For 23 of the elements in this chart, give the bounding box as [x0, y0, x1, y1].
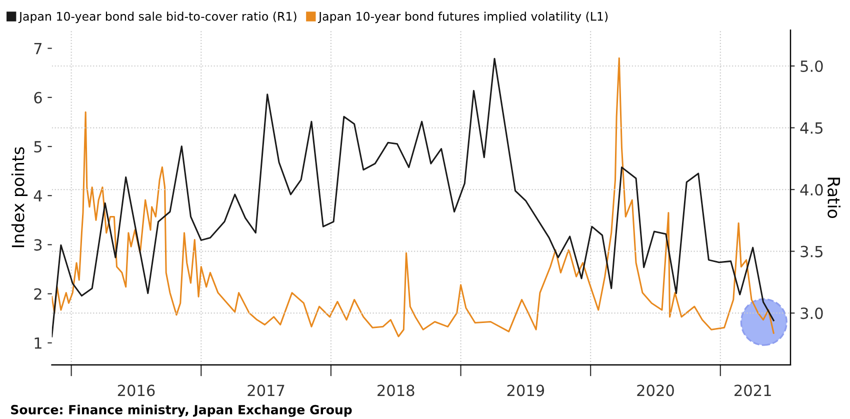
y-tick-label: 4	[34, 190, 42, 202]
y-tick-label: 3	[34, 239, 42, 251]
y2-tick-label: 4.5	[800, 122, 822, 134]
y2-axis-title: Ratio	[828, 178, 840, 218]
y2-tick-label: 5.0	[800, 60, 823, 72]
x-tick-label: 2018	[378, 384, 414, 396]
source-note: Source: Finance ministry, Japan Exchange Group	[11, 404, 352, 417]
y-tick-label: 5	[34, 141, 42, 153]
legend-label: Japan 10-year bond sale bid-to-cover ratio (R1)	[18, 12, 296, 24]
y-tick-label: 6	[34, 92, 42, 104]
x-tick-label: 2020	[637, 384, 674, 396]
y-axis-title: Index points	[11, 147, 28, 248]
x-tick-label: 2021	[734, 384, 771, 396]
x-tick-label: 2016	[118, 384, 155, 396]
x-tick-label: 2019	[507, 384, 544, 396]
x-tick-label: 2017	[248, 384, 284, 396]
y2-tick-label: 3.0	[800, 308, 823, 320]
y2-tick-label: 4.0	[800, 184, 823, 196]
legend-label: Japan 10-year bond futures implied volatility (L1)	[318, 12, 608, 24]
y-tick-label: 1	[34, 338, 42, 349]
y-tick-label: 7	[34, 42, 42, 54]
y2-tick-label: 3.5	[800, 246, 822, 258]
y-tick-label: 2	[34, 288, 42, 300]
